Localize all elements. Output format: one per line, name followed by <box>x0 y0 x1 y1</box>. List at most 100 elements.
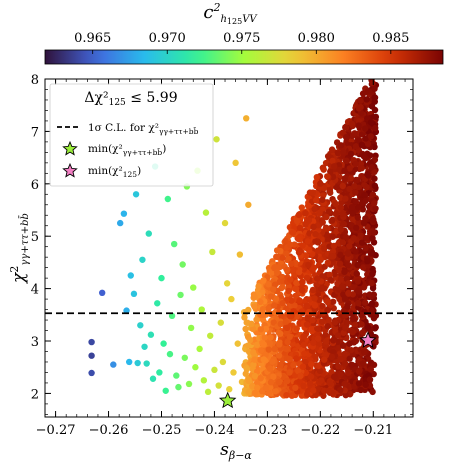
scatter-point <box>367 366 375 373</box>
scatter-point <box>306 246 313 254</box>
scatter-point <box>368 307 375 314</box>
scatter-point <box>349 315 357 322</box>
scatter-point <box>331 270 338 278</box>
scatter-point <box>358 164 365 172</box>
scatter-point <box>88 338 95 346</box>
scatter-point <box>200 377 208 384</box>
scatter-point <box>319 219 326 226</box>
scatter-point <box>360 360 367 367</box>
scatter-point <box>282 318 289 326</box>
scatter-point <box>244 342 252 349</box>
scatter-point <box>230 369 237 376</box>
scatter-point <box>249 325 257 333</box>
scatter-point <box>279 299 286 307</box>
scatter-point <box>300 382 307 390</box>
scatter-point <box>325 208 333 215</box>
scatter-point <box>202 209 210 216</box>
scatter-point <box>314 335 322 342</box>
scatter-point <box>357 386 365 394</box>
legend-star-icon-green <box>62 140 78 156</box>
scatter-point <box>312 353 319 360</box>
x-tick-label: −0.21 <box>353 423 393 438</box>
scatter-point <box>314 275 321 282</box>
scatter-point <box>291 302 298 309</box>
scatter-point <box>351 321 359 329</box>
scatter-point <box>358 239 366 246</box>
scatter-point <box>323 231 331 238</box>
scatter-point <box>307 373 315 380</box>
scatter-point <box>295 211 303 218</box>
scatter-point <box>357 232 364 239</box>
scatter-point <box>337 386 344 394</box>
scatter-point <box>354 214 362 221</box>
scatter-point <box>198 306 205 313</box>
scatter-point <box>369 265 376 273</box>
scatter-point <box>324 236 332 244</box>
scatter-point <box>243 115 250 122</box>
scatter-point <box>355 368 363 375</box>
scatter-point <box>368 279 375 287</box>
special-point-star <box>359 331 377 348</box>
scatter-point <box>339 342 347 349</box>
scatter-point <box>367 119 375 126</box>
scatter-point <box>303 321 311 328</box>
scatter-point <box>88 352 95 359</box>
scatter-point <box>207 332 214 339</box>
scatter-point <box>88 369 95 377</box>
scatter-point <box>330 242 338 250</box>
scatter-point <box>327 189 334 196</box>
scatter-point <box>342 195 349 202</box>
scatter-point <box>293 313 301 320</box>
scatter-point <box>334 280 341 287</box>
scatter-point <box>339 129 347 137</box>
scatter-point <box>328 146 336 153</box>
scatter-point <box>341 175 349 182</box>
scatter-point <box>223 280 231 287</box>
scatter-point <box>352 337 360 345</box>
scatter-point <box>307 380 314 387</box>
scatter-point <box>348 361 355 368</box>
scatter-point <box>342 233 350 241</box>
scatter-point <box>267 293 275 300</box>
scatter-point <box>322 338 330 345</box>
colorbar-tick-label: 0.985 <box>372 31 409 46</box>
scatter-point <box>365 172 372 179</box>
scatter-point <box>355 105 363 112</box>
y-tick-label: 7 <box>31 125 39 140</box>
scatter-point <box>110 361 117 368</box>
scatter-point <box>275 329 283 336</box>
scatter-point <box>215 382 222 389</box>
scatter-point <box>349 216 357 224</box>
scatter-point <box>156 369 163 376</box>
scatter-point <box>364 324 372 331</box>
scatter-point <box>267 379 275 386</box>
scatter-point <box>352 142 360 150</box>
scatter-point <box>350 235 357 242</box>
scatter-point <box>343 319 350 327</box>
scatter-point <box>306 189 314 196</box>
scatter-point <box>358 141 366 148</box>
x-tick-label: −0.26 <box>89 423 129 438</box>
scatter-point <box>362 125 369 132</box>
legend-box <box>49 83 214 187</box>
scatter-point <box>249 382 256 390</box>
scatter-point <box>242 370 249 377</box>
legend-star <box>62 162 78 178</box>
scatter-point <box>302 358 309 366</box>
scatter-point <box>303 391 311 398</box>
scatter-point <box>312 197 320 204</box>
scatter-point <box>251 389 259 397</box>
scatter-point <box>279 254 286 261</box>
scatter-point <box>265 346 272 353</box>
scatter-point <box>311 205 318 213</box>
scatter-point <box>293 285 300 292</box>
colorbar-tick-label: 0.970 <box>149 31 186 46</box>
scatter-point <box>324 225 331 232</box>
scatter-point <box>360 152 367 160</box>
scatter-point <box>322 331 329 339</box>
scatter-point <box>251 293 258 300</box>
scatter-point <box>361 299 369 306</box>
scatter-point <box>250 349 257 356</box>
scatter-point <box>345 289 352 297</box>
scatter-point <box>367 133 375 140</box>
